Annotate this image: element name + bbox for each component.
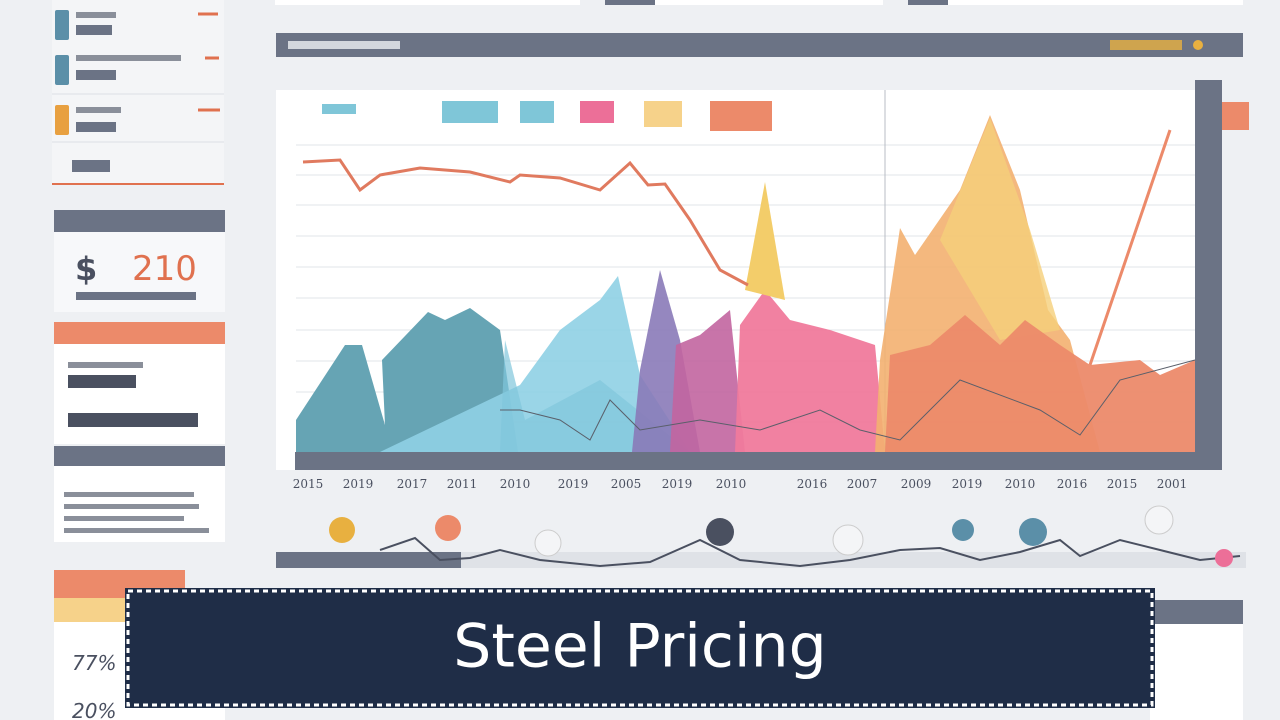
text-line [76, 70, 116, 80]
timeline-bar [276, 552, 461, 568]
banner [125, 588, 1155, 708]
x-tick-label: 2016 [1057, 477, 1088, 491]
text-line [76, 292, 196, 300]
x-tick-label: 2016 [797, 477, 828, 491]
icon [55, 55, 69, 85]
text-line [64, 504, 199, 509]
text-line [76, 55, 181, 61]
banner-border [126, 589, 1154, 707]
panel-icon [1193, 40, 1203, 50]
y-axis-bar [1195, 80, 1222, 470]
text-line [68, 362, 143, 368]
panel-header [276, 33, 1243, 57]
timeline-markers [329, 505, 1233, 567]
x-axis: 2015 2019 2017 2011 2010 2019 2005 2019 2010 2016… [293, 477, 1188, 491]
x-tick-label: 2001 [1157, 477, 1188, 491]
price-value: 210 [132, 249, 197, 289]
x-tick-label: 2017 [397, 477, 428, 491]
top-card [655, 0, 883, 5]
top-card [908, 0, 948, 5]
stat-value: 77% [72, 651, 116, 675]
text-line [76, 12, 116, 18]
x-axis-bar [295, 452, 1222, 470]
text-line [72, 160, 110, 172]
card-header [54, 210, 225, 232]
table-header [1150, 600, 1243, 624]
x-tick-label: 2015 [1107, 477, 1138, 491]
top-card [948, 0, 1243, 5]
text-line [68, 413, 198, 427]
card-header [54, 446, 225, 466]
x-tick-label: 2015 [293, 477, 324, 491]
panel-controls [1110, 40, 1182, 50]
x-tick-label: 2011 [447, 477, 478, 491]
top-card [275, 0, 580, 5]
x-tick-label: 2007 [847, 477, 878, 491]
card-header [54, 322, 225, 344]
x-tick-label: 2019 [558, 477, 589, 491]
text-line [64, 492, 194, 497]
x-tick-label: 2019 [662, 477, 693, 491]
trend-icon [198, 12, 220, 112]
text-line [76, 107, 121, 113]
top-card [605, 0, 655, 5]
chart-areas [296, 115, 1196, 452]
panel-title [288, 41, 400, 49]
stat-value: 20% [72, 699, 116, 720]
icon [55, 105, 69, 135]
timeline-line [379, 536, 1241, 568]
x-tick-label: 2010 [716, 477, 747, 491]
table [1150, 624, 1243, 720]
price-symbol: $ [75, 250, 97, 288]
x-tick-label: 2019 [343, 477, 374, 491]
x-tick-label: 2009 [901, 477, 932, 491]
banner-title: Steel Pricing [453, 612, 826, 682]
x-tick-label: 2005 [611, 477, 642, 491]
x-tick-label: 2019 [952, 477, 983, 491]
text-line [76, 25, 112, 35]
text-line [64, 516, 184, 521]
card [54, 344, 225, 444]
text-line [76, 122, 116, 132]
legend [322, 101, 1249, 131]
icon [55, 10, 69, 40]
text-line [68, 375, 136, 388]
x-tick-label: 2010 [1005, 477, 1036, 491]
text-line [64, 528, 209, 533]
x-tick-label: 2010 [500, 477, 531, 491]
